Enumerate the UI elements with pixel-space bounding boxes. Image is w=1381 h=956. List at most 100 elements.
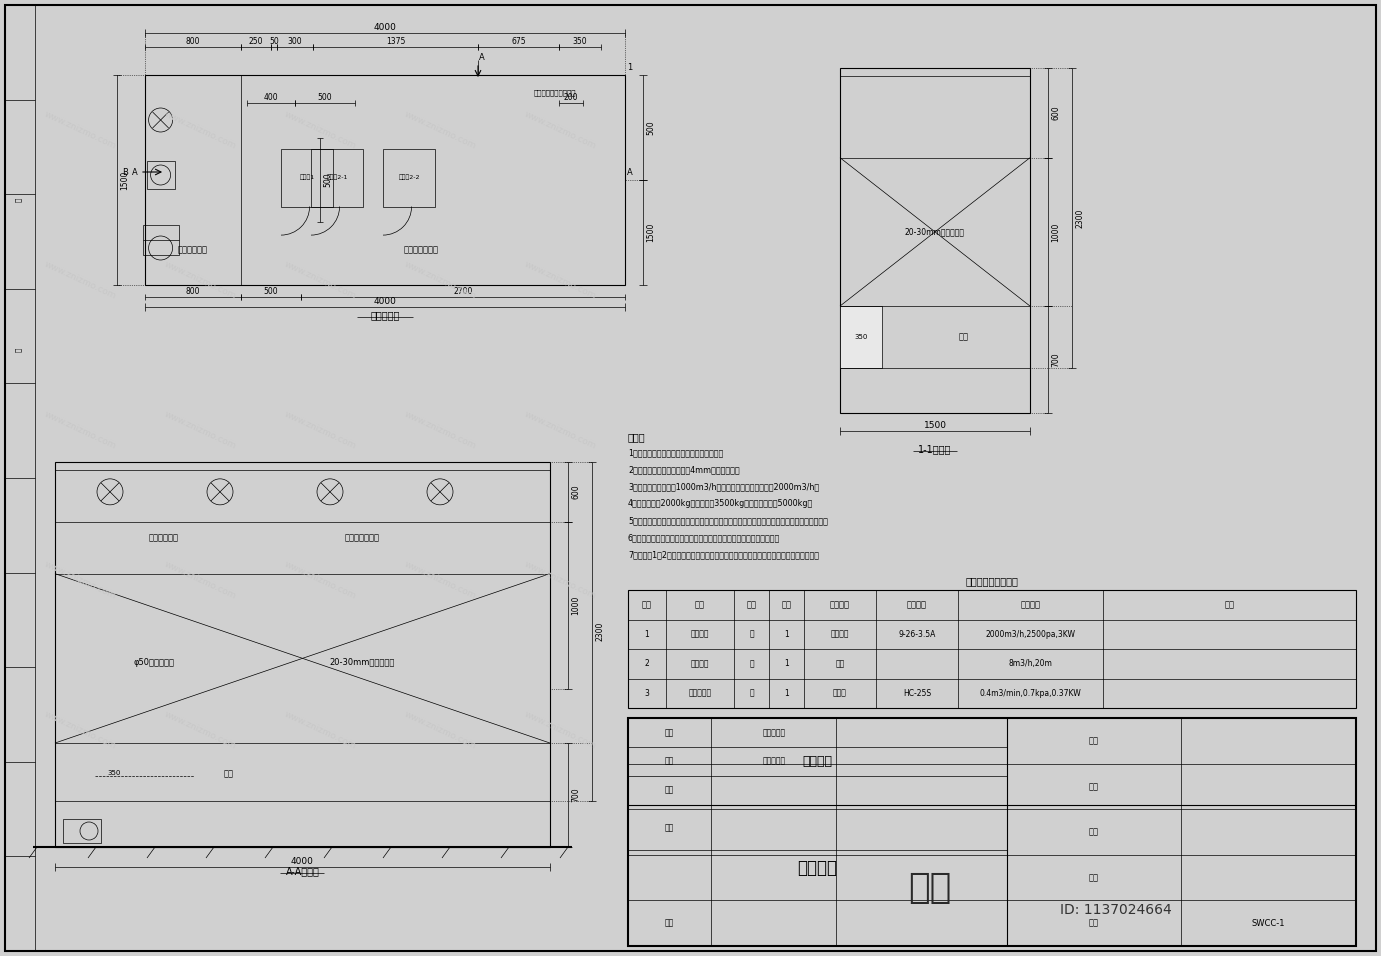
Text: 1: 1 <box>784 630 789 639</box>
Text: φ50多面空心球: φ50多面空心球 <box>134 658 174 666</box>
Text: 1500: 1500 <box>924 421 946 429</box>
Text: 400: 400 <box>264 93 279 101</box>
Text: 350: 350 <box>108 771 122 776</box>
Text: 说明：: 说明： <box>628 432 646 442</box>
Text: www.znizmo.com: www.znizmo.com <box>163 559 238 600</box>
Text: 序号: 序号 <box>642 600 652 609</box>
Bar <box>311 148 363 206</box>
Text: HC-25S: HC-25S <box>903 688 931 698</box>
Text: 台: 台 <box>749 660 754 668</box>
Text: 2700: 2700 <box>453 287 472 295</box>
Text: 350: 350 <box>855 334 867 340</box>
Text: 数量: 数量 <box>782 600 791 609</box>
Bar <box>383 148 435 206</box>
Text: 单位: 单位 <box>747 600 757 609</box>
Text: www.znizmo.com: www.znizmo.com <box>43 709 117 750</box>
Text: 3: 3 <box>645 688 649 698</box>
Text: （预喷淋区）: （预喷淋区） <box>149 533 180 542</box>
Text: 6、钉板部分应焊，达到防水要求，槽钉部分焊接应满足结构稳定要求；: 6、钉板部分应焊，达到防水要求，槽钉部分焊接应满足结构稳定要求； <box>628 533 780 542</box>
Text: www.znizmo.com: www.znizmo.com <box>43 259 117 300</box>
Text: 编制: 编制 <box>666 728 674 737</box>
Text: www.znizmo.com: www.znizmo.com <box>522 559 598 600</box>
Bar <box>64 819 101 843</box>
Text: www.znizmo.com: www.znizmo.com <box>403 409 478 450</box>
Text: 水位: 水位 <box>958 333 968 341</box>
Bar <box>840 68 1030 413</box>
Text: 校对: 校对 <box>1090 828 1099 836</box>
Text: 250: 250 <box>249 36 264 46</box>
Text: 200: 200 <box>563 93 579 101</box>
Text: 350: 350 <box>573 36 587 46</box>
Text: 500: 500 <box>318 93 333 101</box>
Text: 2300: 2300 <box>1076 208 1084 228</box>
Text: （生物洗涤区）: （生物洗涤区） <box>403 246 439 254</box>
Text: 校对: 校对 <box>666 786 674 794</box>
Text: www.znizmo.com: www.znizmo.com <box>283 259 358 300</box>
Text: （生物洗涤区）: （生物洗涤区） <box>344 533 380 542</box>
Text: www.znizmo.com: www.znizmo.com <box>403 259 478 300</box>
Text: 审核负责人: 审核负责人 <box>762 757 786 766</box>
Text: www.znizmo.com: www.znizmo.com <box>163 709 238 750</box>
Text: www.znizmo.com: www.znizmo.com <box>163 259 238 300</box>
Bar <box>55 462 550 847</box>
Text: www.znizmo.com: www.znizmo.com <box>403 709 478 750</box>
Text: 500: 500 <box>323 173 331 187</box>
Text: 九州普惠: 九州普惠 <box>831 630 849 639</box>
Text: 1000: 1000 <box>1051 222 1061 242</box>
Text: www.znizmo.com: www.znizmo.com <box>283 559 358 600</box>
Text: 1000: 1000 <box>572 596 580 615</box>
Text: www.znizmo.com: www.znizmo.com <box>283 409 358 450</box>
Text: 600: 600 <box>1051 105 1061 120</box>
Text: 餣原: 餣原 <box>836 660 845 668</box>
Bar <box>628 590 1356 708</box>
Text: 台: 台 <box>749 630 754 639</box>
Text: 1-1剪面图: 1-1剪面图 <box>918 444 952 454</box>
Text: 维修口1: 维修口1 <box>300 175 315 181</box>
Text: 台: 台 <box>749 688 754 698</box>
Text: 百事得: 百事得 <box>833 688 847 698</box>
Text: 1500: 1500 <box>120 170 130 189</box>
Text: 回转式风机: 回转式风机 <box>689 688 711 698</box>
Text: 设备厂家: 设备厂家 <box>830 600 849 609</box>
Text: 设计: 设计 <box>1090 873 1099 882</box>
Text: 3、除臭装置设计规檁1000m3/h，风机、喷淋系统设计规檁2000m3/h；: 3、除臭装置设计规檁1000m3/h，风机、喷淋系统设计规檁2000m3/h； <box>628 482 819 491</box>
Text: 1、除臭滤池和风机水泵集成为一体化设备；: 1、除臭滤池和风机水泵集成为一体化设备； <box>628 448 724 457</box>
Text: A: A <box>133 167 138 177</box>
Text: 1500: 1500 <box>646 223 656 242</box>
Text: 1: 1 <box>627 62 632 72</box>
Text: 2000m3/h,2500pa,3KW: 2000m3/h,2500pa,3KW <box>986 630 1076 639</box>
Text: 600: 600 <box>572 485 580 499</box>
Text: 建设单位: 建设单位 <box>802 755 833 768</box>
Text: www.znizmo.com: www.znizmo.com <box>522 109 598 151</box>
Text: 8m3/h,20m: 8m3/h,20m <box>1008 660 1052 668</box>
Text: 型号材质: 型号材质 <box>907 600 927 609</box>
Text: 系统主要设备一览表: 系统主要设备一览表 <box>965 576 1018 586</box>
Text: 爬梯（根据规范制作）: 爬梯（根据规范制作） <box>533 90 576 97</box>
Text: 1: 1 <box>645 630 649 639</box>
Text: 维修口2-2: 维修口2-2 <box>398 175 420 181</box>
Text: 1: 1 <box>784 660 789 668</box>
Text: 知末: 知末 <box>909 871 952 905</box>
Text: 0.4m3/min,0.7kpa,0.37KW: 0.4m3/min,0.7kpa,0.37KW <box>979 688 1081 698</box>
Text: 500: 500 <box>264 287 279 295</box>
Text: 4、空置设备剠2000kg，干填料剠3500kg，喷淋后填料剠5000kg；: 4、空置设备剠2000kg，干填料剠3500kg，喷淋后填料剠5000kg； <box>628 499 813 508</box>
Text: 9-26-3.5A: 9-26-3.5A <box>898 630 936 639</box>
Bar <box>145 75 626 285</box>
Text: 7、检修口1、2及喷淋液观察口应制作较好密封性能的盖子，使用水平焊接压紧器开关。: 7、检修口1、2及喷淋液观察口应制作较好密封性能的盖子，使用水平焊接压紧器开关。 <box>628 550 819 559</box>
Text: 维修口2-1: 维修口2-1 <box>326 175 348 181</box>
Text: www.znizmo.com: www.znizmo.com <box>43 409 117 450</box>
Text: 编: 编 <box>15 198 21 202</box>
Text: 4000: 4000 <box>374 23 396 32</box>
Text: A-A剪面图: A-A剪面图 <box>286 866 319 876</box>
Text: 名称: 名称 <box>695 600 704 609</box>
Text: 审核: 审核 <box>666 757 674 766</box>
Text: www.znizmo.com: www.znizmo.com <box>163 409 238 450</box>
Text: 800: 800 <box>186 36 200 46</box>
Text: 700: 700 <box>1051 352 1061 367</box>
Text: 制图: 制图 <box>666 919 674 927</box>
Text: 编制: 编制 <box>1090 736 1099 746</box>
Bar <box>840 306 882 368</box>
Text: 5、设备内部除锈后刷铁红底漆，环氧沿青防腐漆；设备外部除锈后刷铁红底漆，天蓝色面漆；: 5、设备内部除锈后刷铁红底漆，环氧沿青防腐漆；设备外部除锈后刷铁红底漆，天蓝色面… <box>628 516 827 525</box>
Text: 1: 1 <box>784 688 789 698</box>
Text: B: B <box>122 167 128 177</box>
